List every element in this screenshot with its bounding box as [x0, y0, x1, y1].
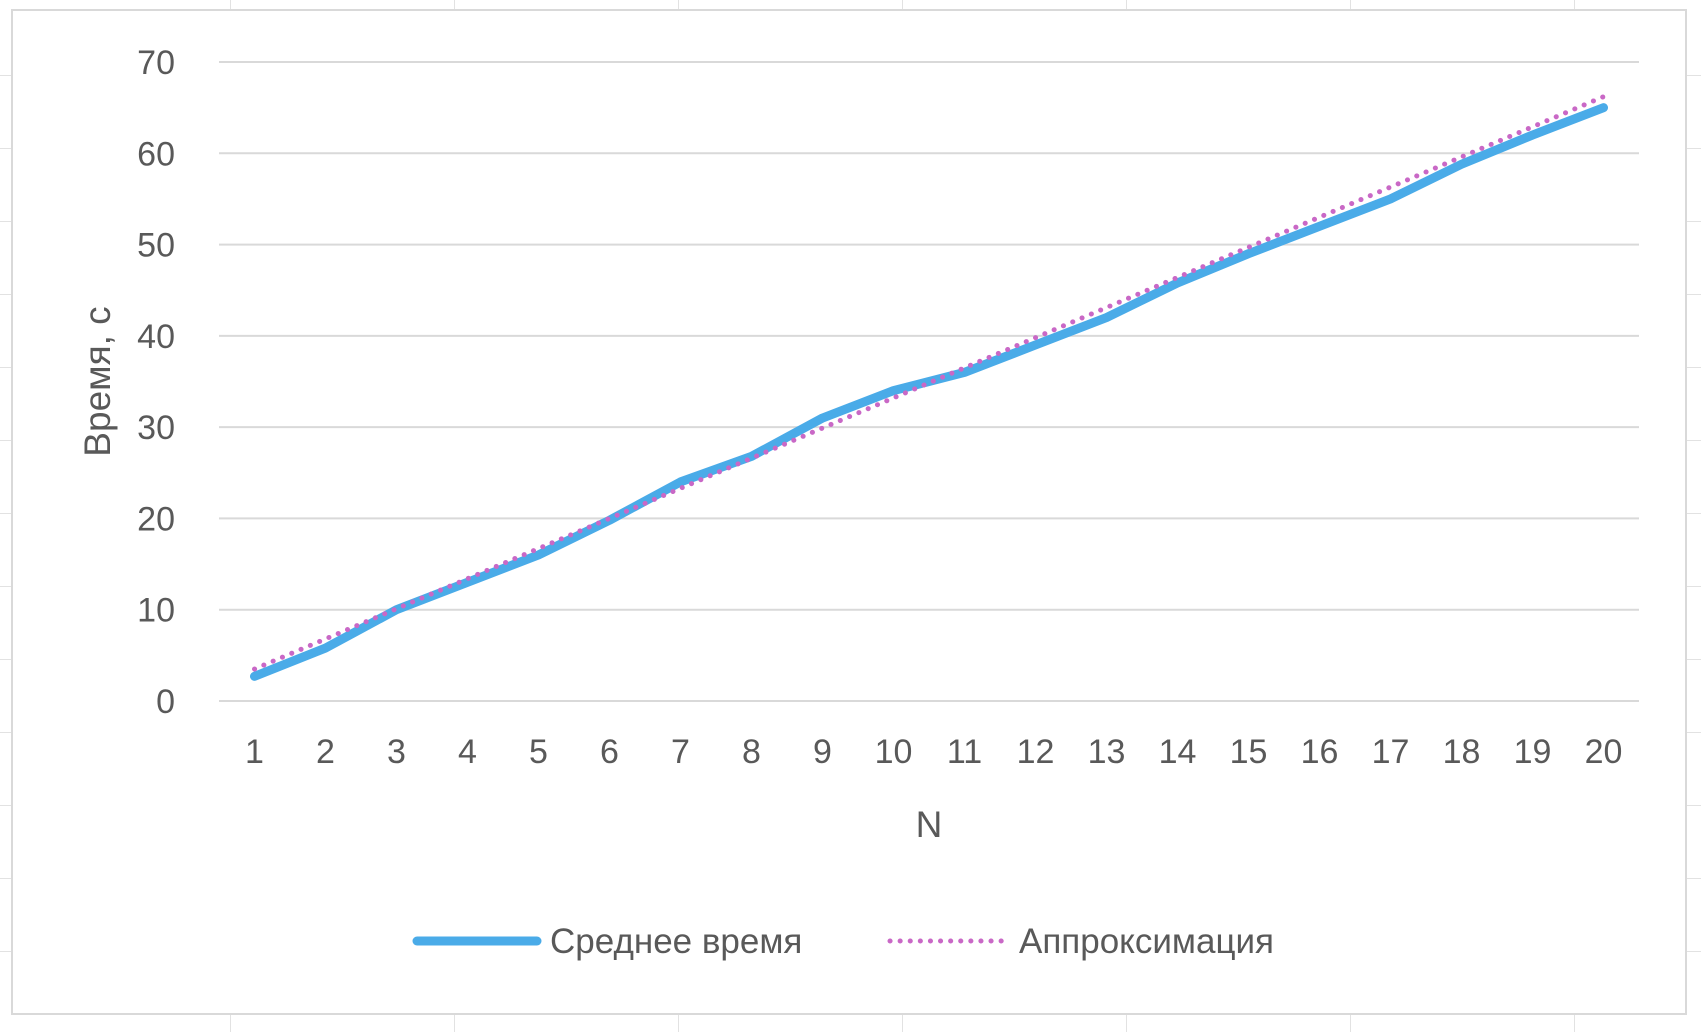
x-tick-label: 9	[813, 733, 832, 771]
x-tick-label: 3	[387, 733, 406, 771]
legend-label: Аппроксимация	[1019, 922, 1274, 961]
x-tick-label: 18	[1443, 733, 1481, 771]
series-line	[250, 103, 1608, 681]
y-tick-label: 40	[137, 318, 175, 356]
x-axis-ticks: 1 2 3 4 5 6 7 8 9 10 11 12 13 14 15 16 17 18 19 20	[245, 733, 1622, 771]
x-tick-label: 14	[1159, 733, 1197, 771]
y-tick-label: 30	[137, 409, 175, 447]
series-lines	[250, 94, 1608, 681]
x-tick-label: 19	[1514, 733, 1552, 771]
chart-area[interactable]: 0 10 20 30 40 50 60 70 1 2 3 4 5 6 7 8 9 10 11 12 13 14 15 16 1…	[11, 9, 1687, 1015]
y-tick-label: 20	[137, 500, 175, 538]
x-tick-label: 2	[316, 733, 335, 771]
y-tick-label: 50	[137, 227, 175, 265]
legend-label: Среднее время	[550, 922, 802, 961]
series-line	[252, 94, 1606, 672]
x-tick-label: 5	[529, 733, 548, 771]
x-tick-label: 8	[742, 733, 761, 771]
y-tick-label: 70	[137, 44, 175, 82]
x-tick-label: 7	[671, 733, 690, 771]
x-tick-label: 6	[600, 733, 619, 771]
x-tick-label: 20	[1585, 733, 1623, 771]
x-tick-label: 13	[1088, 733, 1126, 771]
x-tick-label: 10	[875, 733, 913, 771]
gridlines	[219, 61, 1639, 702]
legend: Среднее время Аппроксимация	[412, 922, 1274, 961]
x-tick-label: 17	[1372, 733, 1410, 771]
y-tick-label: 0	[156, 683, 175, 721]
x-tick-label: 1	[245, 733, 264, 771]
x-tick-label: 15	[1230, 733, 1268, 771]
x-axis-title: N	[916, 804, 943, 845]
y-tick-label: 10	[137, 592, 175, 630]
y-axis-ticks: 0 10 20 30 40 50 60 70	[137, 44, 175, 721]
x-tick-label: 16	[1301, 733, 1339, 771]
x-tick-label: 4	[458, 733, 477, 771]
y-tick-label: 60	[137, 135, 175, 173]
x-tick-label: 11	[947, 733, 982, 771]
y-axis-title: Время, с	[77, 306, 118, 456]
x-tick-label: 12	[1017, 733, 1055, 771]
